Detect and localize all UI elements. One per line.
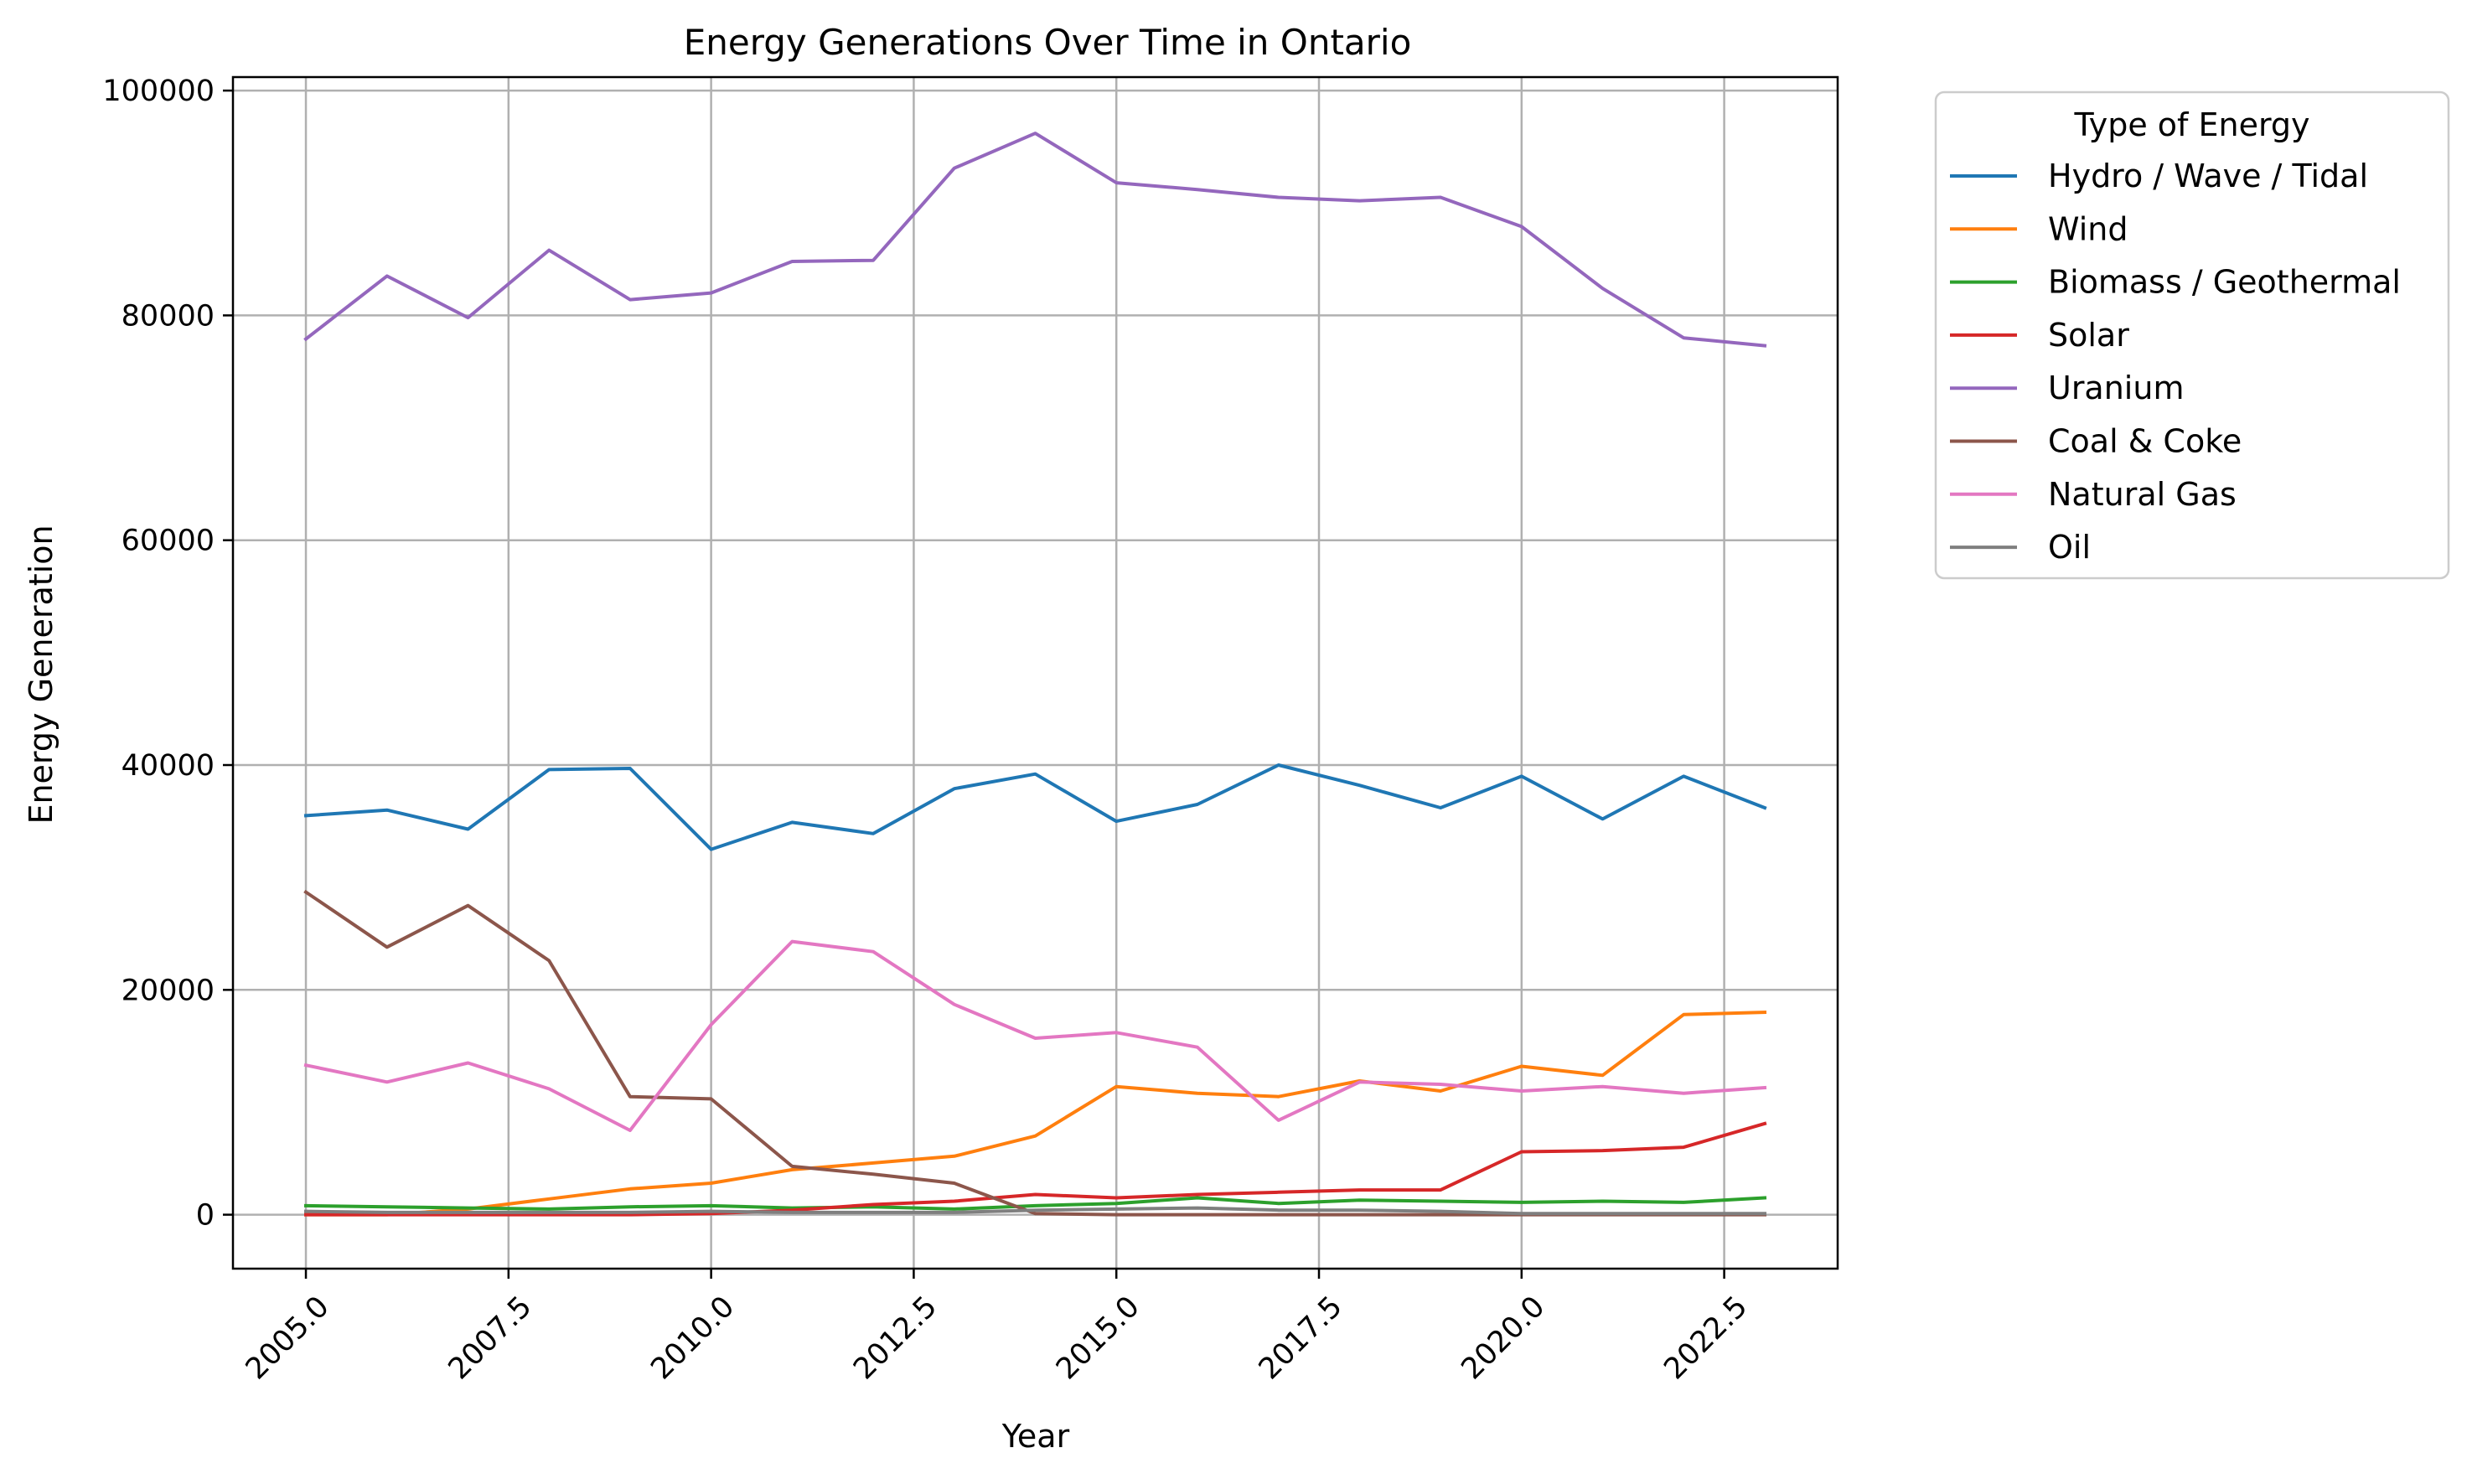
y-tick-label: 100000 — [102, 75, 215, 108]
chart-title: Energy Generations Over Time in Ontario — [684, 22, 1412, 63]
plot-area-frame — [231, 75, 1839, 1270]
y-tick-label: 20000 — [122, 974, 215, 1007]
series-line-biomass-geothermal — [303, 1196, 1767, 1211]
legend: Type of Energy Hydro / Wave / Tidal Wind B… — [1934, 90, 2450, 580]
series-line-hydro-wave-tidal — [303, 763, 1767, 851]
series-line-wind — [304, 1011, 1767, 1217]
y-tick-label: 60000 — [122, 525, 215, 558]
y-tick-label: 80000 — [122, 299, 215, 333]
y-axis-ticks: 0 20000 40000 60000 80000 100000 — [102, 75, 233, 1233]
legend-label-coal-coke: Coal & Coke — [2048, 423, 2242, 460]
legend-title: Type of Energy — [2073, 106, 2309, 143]
series-line-solar — [304, 1121, 1767, 1217]
series-line-oil — [303, 1206, 1766, 1216]
x-axis-label: Year — [1001, 1418, 1070, 1455]
legend-label-wind: Wind — [2048, 210, 2128, 247]
series-lines — [303, 132, 1767, 1217]
y-axis-label: Energy Generation — [23, 525, 59, 824]
series-line-uranium — [303, 132, 1767, 348]
series-line-natural-gas — [303, 939, 1767, 1132]
legend-label-uranium: Uranium — [2048, 370, 2184, 406]
legend-label-hydro-wave-tidal: Hydro / Wave / Tidal — [2048, 158, 2368, 194]
legend-label-natural-gas: Natural Gas — [2048, 476, 2237, 513]
legend-box — [1934, 90, 2450, 580]
y-tick-label: 40000 — [122, 749, 215, 783]
legend-label-solar: Solar — [2048, 317, 2129, 354]
legend-label-biomass-geothermal: Biomass / Geothermal — [2048, 264, 2401, 301]
legend-items: Hydro / Wave / Tidal Wind Biomass / Geothe… — [1950, 158, 2401, 566]
legend-label-oil: Oil — [2048, 529, 2091, 566]
y-tick-label: 0 — [196, 1199, 215, 1233]
